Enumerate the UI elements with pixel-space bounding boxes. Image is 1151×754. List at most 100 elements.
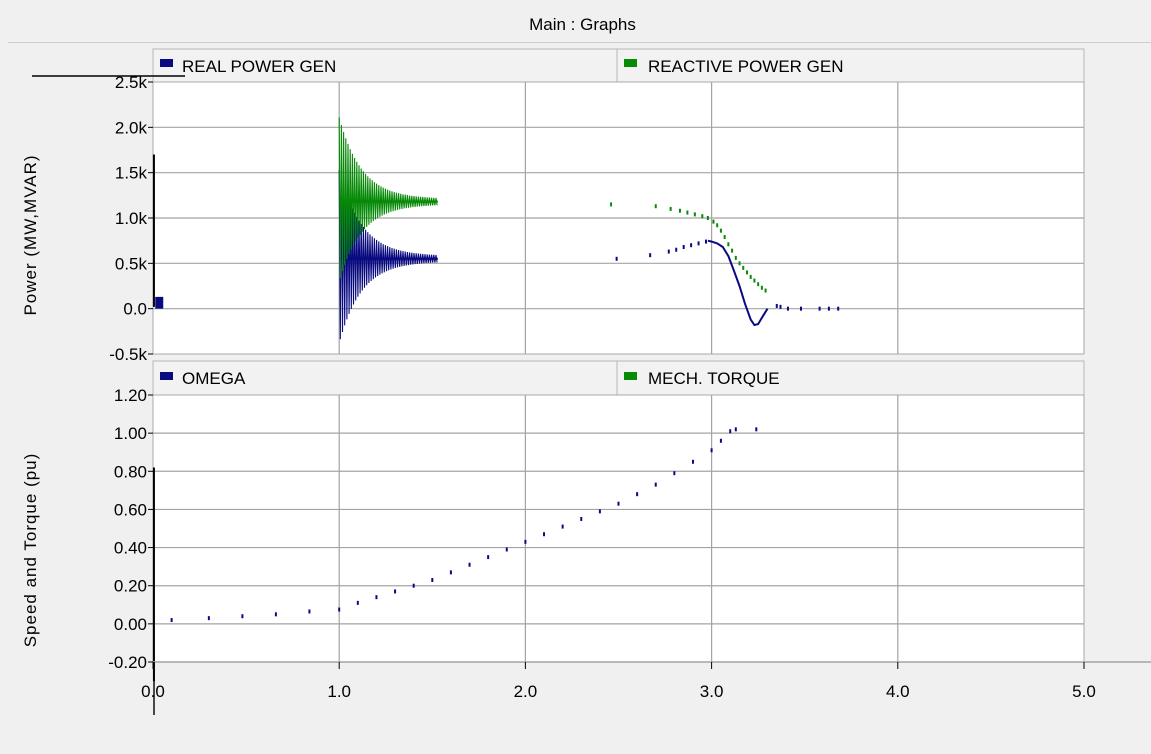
bottom-plot-area <box>152 394 1085 663</box>
data-point <box>675 247 678 252</box>
y-tick-label: 1.00 <box>114 424 147 443</box>
y-tick-label: 1.0k <box>115 209 148 228</box>
y-tick-label: 0.60 <box>114 500 147 519</box>
y-tick-label: 0.20 <box>114 577 147 596</box>
data-point <box>755 427 758 432</box>
legend-tab-mech-torque[interactable] <box>616 360 1085 396</box>
window-title-bar: Main : Graphs <box>8 8 1151 43</box>
bottom-y-axis-title: Speed and Torque (pu) <box>21 453 40 648</box>
data-point <box>693 212 696 217</box>
bottom-chart-legend: OMEGA MECH. TORQUE <box>152 360 1085 396</box>
legend-tab-omega[interactable] <box>152 360 618 396</box>
data-point <box>667 249 670 254</box>
top-plot-series <box>152 117 840 340</box>
data-point <box>690 243 693 248</box>
data-point <box>669 206 672 211</box>
data-point <box>610 202 613 207</box>
data-point <box>716 223 719 228</box>
x-tick-label: 4.0 <box>886 682 910 701</box>
top-chart-legend: REAL POWER GEN REACTIVE POWER GEN <box>32 48 1085 83</box>
data-point <box>678 208 681 213</box>
data-point <box>827 306 830 311</box>
data-point <box>779 304 782 309</box>
data-point <box>757 282 760 287</box>
top-y-axis-title: Power (MW,MVAR) <box>21 154 40 315</box>
data-point <box>431 577 434 582</box>
x-tick-label: 0.0 <box>141 682 165 701</box>
legend-tab-real-power[interactable] <box>152 48 618 83</box>
legend-label-reactive-power: REACTIVE POWER GEN <box>648 57 844 76</box>
data-point <box>649 253 652 258</box>
start-transient-block <box>155 296 164 309</box>
data-point <box>818 306 821 311</box>
y-tick-label: 2.0k <box>115 118 148 137</box>
data-point <box>207 616 210 621</box>
bottom-plot-grid <box>148 394 1084 663</box>
data-point <box>686 210 689 215</box>
legend-label-omega: OMEGA <box>182 369 246 388</box>
data-point <box>764 288 767 293</box>
y-tick-label: 0.5k <box>115 254 148 273</box>
data-point <box>375 595 378 600</box>
data-point <box>338 607 341 612</box>
data-point <box>449 570 452 575</box>
x-tick-label: 3.0 <box>700 682 724 701</box>
data-point <box>742 265 745 270</box>
data-point <box>308 609 311 614</box>
data-point <box>745 270 748 275</box>
y-tick-label: 0.0 <box>123 300 147 319</box>
data-point <box>673 471 676 476</box>
data-point <box>786 306 789 311</box>
bottom-y-tick-labels: 1.20 1.00 0.80 0.60 0.40 0.20 0.00 -0.20 <box>108 386 147 672</box>
data-point <box>706 216 709 220</box>
data-point <box>697 241 700 246</box>
data-point <box>727 242 730 247</box>
data-point <box>505 547 508 552</box>
data-point <box>705 239 708 244</box>
data-point <box>524 539 527 544</box>
data-point <box>710 448 713 453</box>
data-point <box>738 261 741 266</box>
data-point <box>654 482 657 487</box>
data-point <box>719 228 722 233</box>
data-point <box>691 459 694 464</box>
x-tick-labels: 0.0 1.0 2.0 3.0 4.0 5.0 <box>141 662 1096 715</box>
data-point <box>394 589 397 594</box>
data-point <box>241 614 244 619</box>
data-point <box>617 501 620 506</box>
data-point <box>712 219 715 224</box>
data-point <box>170 618 173 623</box>
data-point <box>701 214 704 219</box>
data-point <box>719 438 722 443</box>
x-tick-label: 5.0 <box>1072 682 1096 701</box>
x-tick-label: 2.0 <box>514 682 538 701</box>
data-point <box>731 248 734 253</box>
top-plot-grid <box>148 81 1084 355</box>
y-tick-label: -0.5k <box>109 345 147 364</box>
y-tick-label: 1.5k <box>115 164 148 183</box>
window-title: Main : Graphs <box>529 15 636 34</box>
real-power-legend-swatch <box>160 59 173 67</box>
y-tick-label: -0.20 <box>108 653 147 672</box>
y-tick-label: 1.20 <box>114 386 147 405</box>
series-curve <box>707 239 769 327</box>
data-point <box>356 600 359 605</box>
y-tick-label: 2.5k <box>115 73 148 92</box>
legend-label-real-power: REAL POWER GEN <box>182 57 336 76</box>
data-point <box>749 274 752 279</box>
data-point <box>837 306 840 311</box>
data-point <box>561 524 564 529</box>
mech-torque-legend-swatch <box>624 372 637 380</box>
data-point <box>580 516 583 521</box>
data-point <box>734 427 737 432</box>
x-tick-label: 1.0 <box>327 682 351 701</box>
reactive-power-legend-swatch <box>624 59 637 67</box>
bottom-plot-series <box>152 427 758 682</box>
legend-label-mech-torque: MECH. TORQUE <box>648 369 780 388</box>
data-point <box>775 303 778 308</box>
omega-legend-swatch <box>160 372 173 380</box>
data-point <box>487 555 490 560</box>
data-point <box>598 509 601 514</box>
data-point <box>654 204 657 209</box>
